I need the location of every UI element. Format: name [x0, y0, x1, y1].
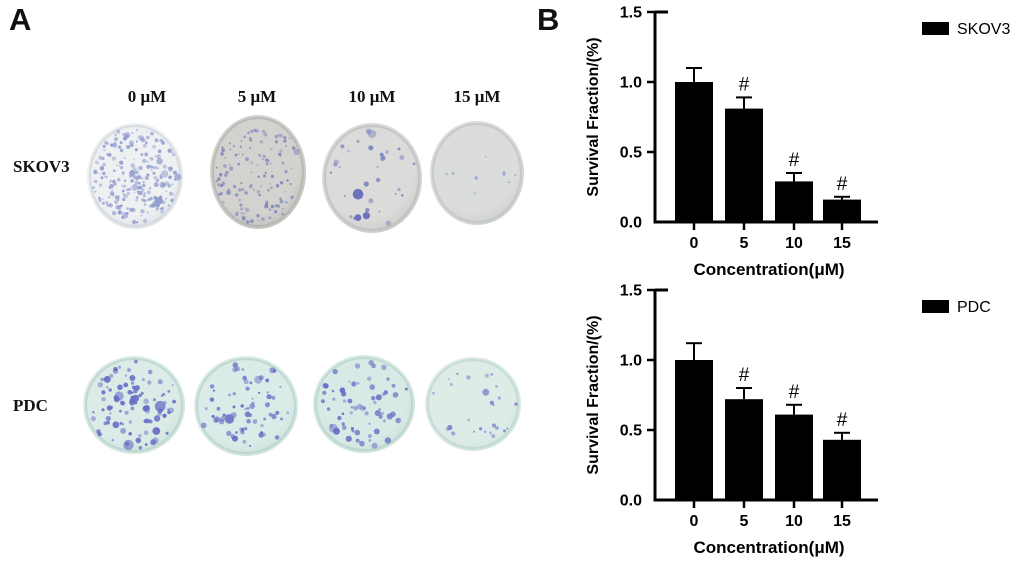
legend-label: SKOV3 [957, 21, 1010, 38]
x-tick-label: 10 [785, 513, 803, 530]
column-header-1: 5 μM [237, 87, 277, 106]
x-tick-label: 0 [690, 235, 699, 252]
dish-skov3-1 [210, 115, 306, 229]
bar-skov3-0uM [675, 82, 713, 222]
legend-swatch [922, 300, 949, 313]
dish-pdc-0 [83, 356, 185, 454]
column-header-0: 0 μM [127, 87, 167, 106]
y-tick-label: 1.5 [620, 5, 642, 22]
bar-skov3-10uM [775, 181, 813, 222]
x-tick-label: 10 [785, 235, 803, 252]
x-tick-label: 5 [740, 235, 749, 252]
bar-skov3-5uM [725, 108, 763, 222]
legend-swatch [922, 22, 949, 35]
dish-skov3-2 [322, 123, 422, 233]
y-tick-label: 0.5 [620, 423, 642, 440]
significance-marker: # [789, 382, 800, 403]
significance-marker: # [837, 174, 848, 195]
y-axis-title: Survival Fraction/(%) [585, 37, 602, 196]
x-tick-label: 15 [833, 235, 851, 252]
dish-skov3-0 [87, 123, 183, 229]
column-header-3: 15 μM [453, 87, 501, 106]
dish-pdc-3 [425, 357, 521, 451]
y-tick-label: 0.0 [620, 215, 642, 232]
bar-chart-pdc: 0.0 0.5 1.0 1.5 0 #5 #10 #15 Concentration(μM) Su… [585, 283, 991, 558]
y-tick-label: 0.0 [620, 493, 642, 510]
significance-marker: # [739, 74, 750, 95]
x-axis-title: Concentration(μM) [693, 538, 844, 557]
y-axis-title: Survival Fraction/(%) [585, 315, 602, 474]
y-tick-label: 0.5 [620, 145, 642, 162]
legend-label: PDC [957, 299, 991, 316]
bar-chart-skov3: 0.0 0.5 1.0 1.5 0 #5 #10 #15 Concentration(μM) Su… [585, 5, 1010, 280]
row-label-skov3: SKOV3 [13, 157, 70, 176]
x-tick-label: 0 [690, 513, 699, 530]
row-label-pdc: PDC [13, 396, 48, 415]
y-tick-label: 1.0 [620, 353, 642, 370]
colony-formation-dish-images [83, 115, 524, 456]
dish-skov3-3 [430, 121, 524, 225]
dish-pdc-1 [194, 356, 298, 456]
panel-b-label: B [537, 2, 560, 37]
significance-marker: # [837, 410, 848, 431]
significance-marker: # [789, 150, 800, 171]
y-tick-label: 1.0 [620, 75, 642, 92]
y-tick-label: 1.5 [620, 283, 642, 300]
bar-pdc-5uM [725, 399, 763, 500]
bar-pdc-0uM [675, 360, 713, 500]
panel-a-label: A [9, 2, 32, 37]
column-header-2: 10 μM [348, 87, 396, 106]
x-tick-label: 15 [833, 513, 851, 530]
x-tick-label: 5 [740, 513, 749, 530]
bar-pdc-10uM [775, 414, 813, 500]
bar-skov3-15uM [823, 199, 861, 222]
significance-marker: # [739, 365, 750, 386]
x-axis-title: Concentration(μM) [693, 260, 844, 279]
dish-pdc-2 [313, 355, 415, 453]
bar-pdc-15uM [823, 439, 861, 500]
